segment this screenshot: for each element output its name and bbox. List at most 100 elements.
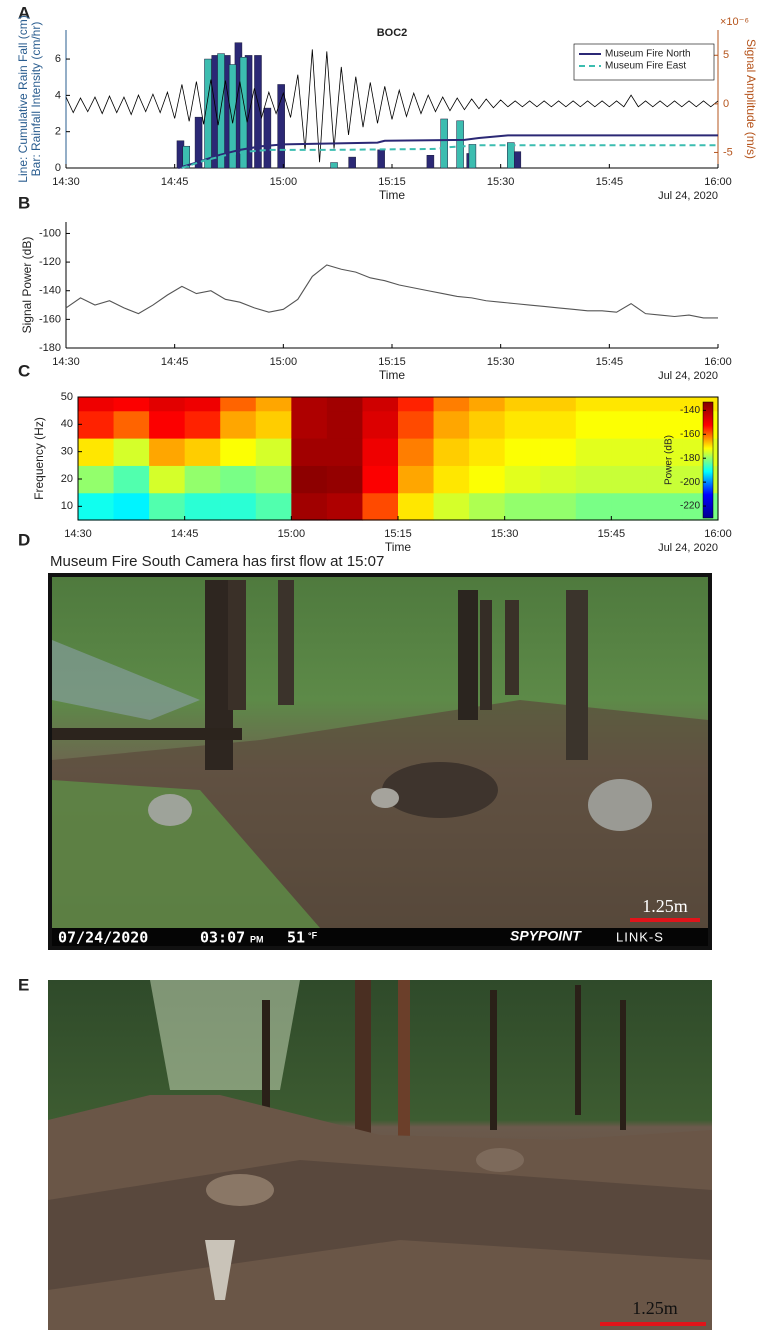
y-tick-label: 20 [61,473,73,485]
heatmap-cell [78,397,115,412]
heatmap-cell [504,492,541,521]
heatmap-cell [78,438,115,466]
panel-label: B [18,193,30,212]
heatmap-cell [149,410,186,439]
heatmap-cell [149,492,186,521]
scale-label: 1.25m [632,1298,678,1318]
x-tick-label: 15:15 [378,176,406,188]
heatmap-cell [255,397,292,412]
heatmap-cell [469,465,506,494]
y-tick-label: 40 [61,418,73,430]
heatmap-cell [575,410,612,439]
heatmap-cell [362,492,399,521]
heatmap-cell [398,438,435,466]
heatmap-cell [646,465,684,494]
colorbar-tick-label: -140 [680,405,700,416]
y-axis-label: Bar: Rainfall Intensity (cm/hr) [29,22,43,177]
x-tick-label: 15:00 [278,528,306,540]
heatmap-cell [469,438,506,466]
heatmap-cell [433,465,470,494]
x-axis-label: Time [379,188,406,202]
heatmap-cell [326,410,364,439]
heatmap-cell [220,465,257,494]
legend-label: Museum Fire East [605,61,686,72]
x-tick-label: 14:45 [171,528,199,540]
heatmap-cell [255,492,292,521]
y-tick-label: 0 [55,162,61,174]
x-tick-label: 14:30 [52,356,80,368]
heatmap-cell [326,438,364,466]
heatmap-cell [220,492,257,521]
photo-time: 03:07 [200,929,245,947]
heatmap-cell [540,492,577,521]
x-tick-label: 14:45 [161,356,189,368]
heatmap-cell [149,397,186,412]
x-tick-label: 15:15 [378,356,406,368]
bar [348,156,356,169]
power-line [65,264,718,319]
heatmap-cell [184,492,221,521]
heatmap-cell [398,397,435,412]
heatmap-cell [113,410,150,439]
photo-temp-unit: °F [308,930,318,940]
heatmap-cell [362,438,399,466]
y-tick-label: 2 [55,126,61,138]
photo-temperature: 51 [287,929,305,947]
y-tick-label: 30 [61,446,73,458]
y-tick-label: 4 [55,89,61,101]
bar [217,53,225,169]
heatmap-cell [113,397,150,412]
x-tick-label: 15:45 [596,176,624,188]
heatmap-cell [220,410,257,439]
date-label: Jul 24, 2020 [658,190,718,202]
x-tick-label: 14:45 [161,176,189,188]
bar [277,84,285,169]
x-tick-label: 15:00 [270,356,298,368]
heatmap-cell [255,410,292,439]
rain-line [178,134,718,169]
bar [194,116,203,169]
heatmap-cell [220,397,257,412]
bar [440,118,448,169]
x-tick-label: 16:00 [704,176,732,188]
heatmap-cell [540,438,577,466]
bar [513,151,522,169]
rain-line [181,144,718,169]
y2-tick-label: -5 [723,146,733,158]
panel-label: E [18,975,29,994]
heatmap-cell [362,410,399,439]
heatmap-cell [469,397,506,412]
photo-brand: SPYPOINT [510,928,582,944]
heatmap-cell [291,465,328,494]
heatmap-cell [433,438,470,466]
heatmap-cell [113,465,150,494]
heatmap-cell [78,410,115,439]
heatmap-cell [433,397,470,412]
y-tick-label: -120 [39,256,61,268]
heatmap-cell [540,397,577,412]
heatmap-cell [113,492,150,521]
heatmap-cell [504,410,541,439]
heatmap-cell [184,397,221,412]
heatmap-cell [326,397,364,412]
panel-label: C [18,361,30,380]
bar [182,145,191,169]
colorbar-tick-label: -200 [680,477,700,488]
heatmap-cell [326,465,364,494]
heatmap-cell [291,397,328,412]
legend-label: Museum Fire North [605,49,691,60]
y-tick-label: -100 [39,227,61,239]
bar [468,144,477,169]
y-axis-label: Signal Power (dB) [20,237,34,334]
bar [507,142,515,169]
colorbar [702,401,714,519]
y2-tick-label: 5 [723,49,729,61]
heatmap-cell [469,492,506,521]
bar [239,56,248,169]
site-photo [48,980,712,1330]
x-tick-label: 16:00 [704,528,732,540]
heatmap-cell [540,410,577,439]
camera-photo [48,573,712,950]
seismic-trace [65,49,719,163]
panel-label: A [18,3,30,22]
